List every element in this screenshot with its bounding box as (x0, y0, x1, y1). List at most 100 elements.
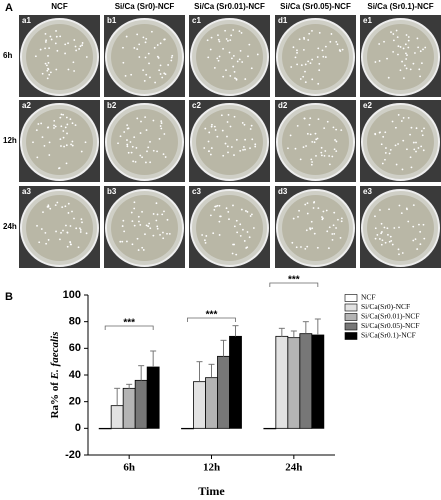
colony (218, 40, 221, 43)
colony (74, 45, 77, 48)
y-axis-title: Ra% of E. faecalis (49, 332, 61, 419)
dish-agar (196, 24, 263, 90)
y-tick-label: 100 (63, 289, 81, 301)
colony (53, 124, 55, 127)
colony (65, 162, 68, 165)
legend-swatch (344, 332, 358, 340)
colony (399, 69, 402, 72)
colony (77, 246, 80, 249)
colony (294, 56, 297, 59)
colony (159, 125, 162, 127)
colony (58, 167, 60, 170)
y-tick-label: 80 (69, 316, 81, 328)
colony (239, 149, 242, 152)
colony (391, 243, 394, 246)
colony (393, 227, 396, 229)
colony (131, 145, 134, 148)
colony (134, 160, 137, 163)
colony (306, 202, 309, 205)
colony (316, 137, 319, 140)
colony (302, 48, 305, 51)
colony (326, 230, 329, 233)
cell-label: c1 (192, 16, 201, 25)
colony (306, 132, 309, 135)
colony (331, 233, 334, 235)
colony (317, 82, 320, 85)
colony (139, 224, 142, 226)
dish-agar (111, 109, 178, 175)
colony (327, 247, 330, 250)
colony (46, 126, 49, 129)
colony (380, 143, 383, 146)
colony (126, 139, 128, 141)
colony (59, 35, 62, 38)
colony (159, 73, 162, 75)
colony (130, 211, 133, 214)
colony (391, 120, 394, 123)
colony (296, 49, 298, 52)
colony (126, 127, 129, 130)
colony (405, 67, 408, 70)
colony (325, 209, 328, 212)
colony (234, 77, 236, 79)
colony (148, 222, 151, 225)
colony (204, 241, 207, 244)
colony (328, 226, 331, 229)
colony (131, 220, 134, 223)
dish-agar (282, 109, 349, 175)
colony (47, 204, 50, 207)
row-header: 24h (3, 222, 17, 231)
colony (298, 209, 300, 212)
colony (158, 69, 161, 72)
colony (152, 119, 155, 122)
colony (161, 213, 164, 216)
colony (296, 124, 299, 127)
colony (162, 153, 165, 156)
colony (313, 232, 316, 235)
colony (212, 232, 215, 235)
colony (297, 215, 299, 218)
colony (324, 150, 327, 152)
colony (150, 30, 153, 33)
colony (239, 223, 242, 226)
colony (321, 49, 324, 52)
colony (54, 125, 57, 128)
colony (398, 253, 400, 256)
colony (227, 113, 230, 116)
colony (388, 240, 391, 243)
colony (227, 211, 230, 213)
colony (412, 204, 415, 207)
colony (311, 78, 314, 81)
colony (233, 225, 236, 228)
colony (304, 81, 307, 84)
colony (405, 58, 408, 60)
colony (147, 52, 150, 55)
dish-agar (26, 109, 93, 175)
colony (304, 63, 307, 66)
colony (208, 150, 210, 153)
colony (56, 49, 59, 52)
colony (407, 220, 410, 223)
dish-agar (367, 109, 434, 175)
colony (60, 113, 63, 116)
colony (42, 211, 44, 214)
y-axis-title-species: E. faecalis (49, 332, 61, 381)
x-tick-label: 24h (285, 462, 302, 474)
colony (379, 209, 381, 211)
colony (303, 117, 306, 120)
colony (313, 141, 316, 144)
colony (159, 42, 162, 45)
colony (164, 156, 167, 158)
colony (311, 161, 313, 163)
colony (328, 155, 331, 157)
colony (326, 120, 329, 123)
colony (138, 43, 141, 46)
colony (149, 161, 152, 164)
colony (47, 239, 50, 241)
colony (290, 66, 293, 68)
colony (333, 211, 336, 214)
cell-label: b1 (107, 16, 117, 25)
colony (306, 212, 309, 215)
colony (390, 31, 392, 34)
colony (60, 145, 62, 147)
